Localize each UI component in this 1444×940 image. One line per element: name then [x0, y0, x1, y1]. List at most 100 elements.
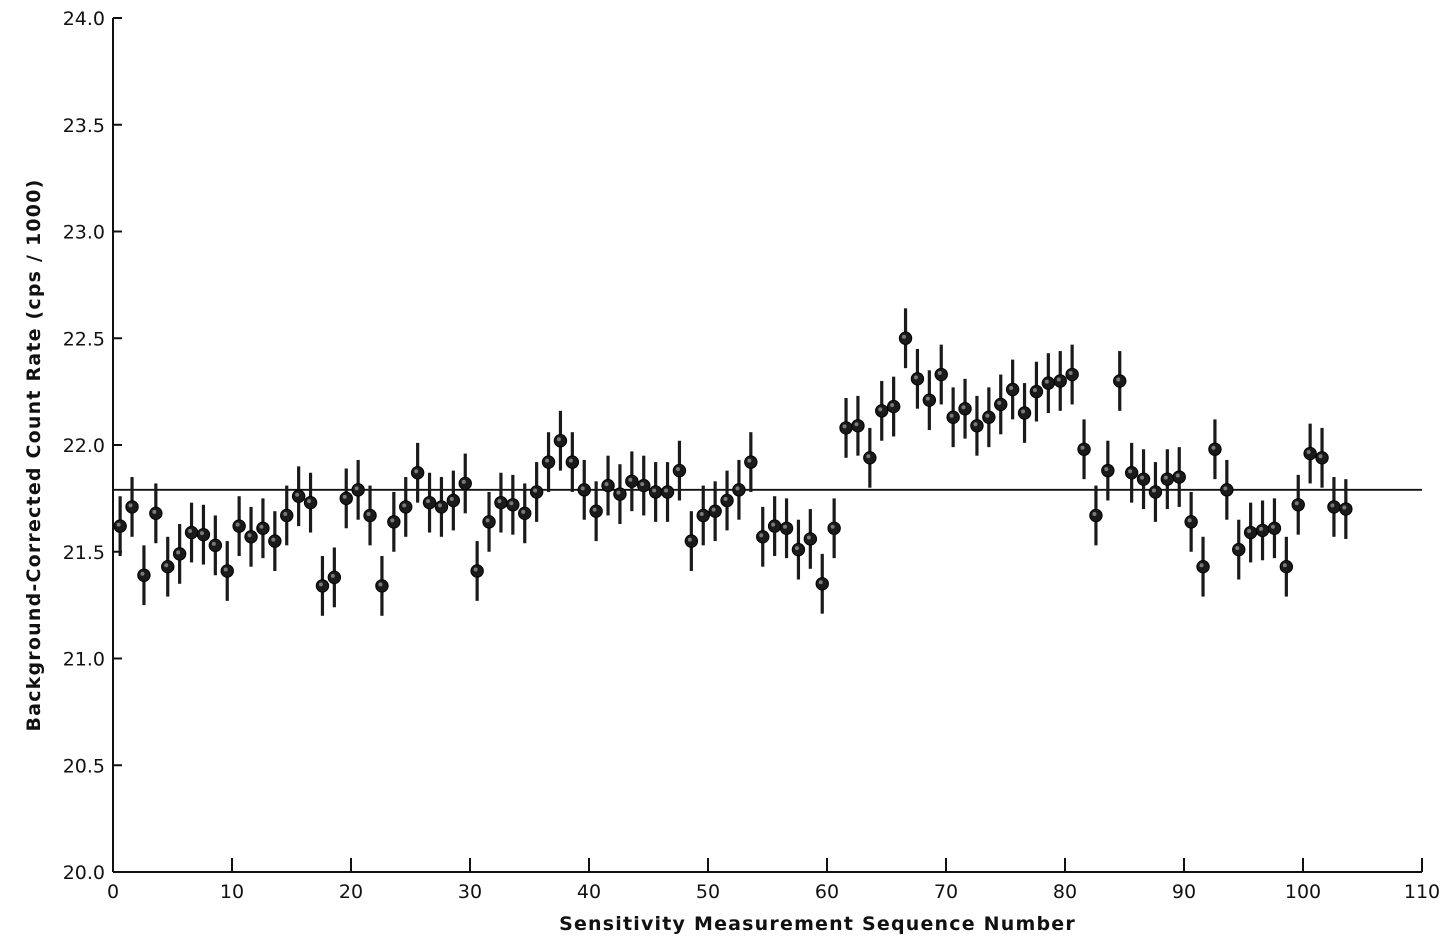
point-marker	[815, 577, 829, 591]
point-highlight	[842, 424, 847, 429]
data-point	[648, 462, 663, 522]
point-marker	[1339, 502, 1353, 516]
point-highlight	[1163, 475, 1168, 480]
point-marker	[506, 498, 520, 512]
point-marker	[196, 527, 211, 542]
data-point	[363, 485, 377, 546]
point-highlight	[616, 490, 621, 495]
point-highlight	[1342, 505, 1347, 510]
point-marker	[1315, 451, 1329, 465]
data-point	[208, 515, 223, 576]
y-ticks: 20.0 20.5 21.0 21.5 22.0 22.5 23.0 23.5 24.0	[63, 8, 122, 884]
data-point	[1279, 536, 1294, 597]
data-point	[196, 504, 211, 565]
point-marker	[208, 538, 223, 553]
point-highlight	[1032, 388, 1037, 393]
data-point	[767, 496, 782, 557]
point-marker	[1243, 525, 1258, 540]
point-highlight	[521, 509, 526, 514]
point-marker	[696, 508, 710, 523]
data-point	[327, 547, 342, 608]
point-marker	[660, 485, 675, 499]
point-marker	[375, 579, 389, 593]
point-highlight	[711, 507, 716, 512]
point-highlight	[545, 458, 550, 463]
point-highlight	[866, 454, 871, 459]
point-marker	[1124, 466, 1139, 480]
point-highlight	[378, 582, 383, 587]
y-tick-label: 21.0	[63, 649, 105, 671]
data-point	[339, 468, 353, 529]
data-point	[863, 427, 877, 488]
point-marker	[601, 478, 615, 493]
point-marker	[720, 493, 734, 508]
point-highlight	[925, 396, 930, 401]
point-highlight	[1128, 469, 1133, 474]
data-point	[280, 485, 294, 546]
point-marker	[1136, 472, 1151, 486]
point-marker	[958, 402, 972, 416]
x-tick-label: 110	[1404, 881, 1440, 903]
point-marker	[161, 559, 175, 574]
data-point	[589, 481, 603, 542]
point-marker	[482, 515, 496, 529]
point-highlight	[913, 375, 918, 380]
point-marker	[1184, 515, 1198, 529]
point-highlight	[116, 522, 121, 527]
data-point	[875, 380, 889, 441]
point-marker	[756, 530, 770, 544]
point-highlight	[307, 499, 312, 504]
data-point	[613, 464, 627, 524]
point-marker	[1327, 500, 1341, 514]
point-marker	[1208, 442, 1222, 456]
point-marker	[1303, 446, 1317, 461]
point-marker	[851, 419, 865, 433]
point-highlight	[1259, 526, 1264, 531]
point-highlight	[235, 522, 240, 527]
point-marker	[232, 519, 246, 533]
point-highlight	[1151, 488, 1156, 493]
x-tick-label: 50	[696, 881, 720, 903]
x-tick-label: 40	[577, 881, 601, 903]
point-marker	[767, 519, 782, 533]
point-highlight	[759, 533, 764, 538]
point-marker	[886, 399, 901, 414]
data-point	[434, 477, 449, 537]
data-point	[1136, 449, 1151, 510]
point-highlight	[890, 403, 895, 408]
data-point	[1315, 427, 1329, 488]
data-point	[637, 455, 651, 516]
data-point	[161, 536, 175, 597]
data-point	[291, 466, 306, 527]
data-point	[1160, 449, 1175, 510]
point-marker	[327, 570, 342, 585]
data-point	[898, 308, 913, 369]
point-marker	[791, 542, 806, 557]
y-tick-label: 24.0	[63, 8, 105, 30]
data-point	[625, 451, 639, 512]
point-highlight	[806, 535, 811, 540]
point-marker	[149, 506, 163, 521]
point-highlight	[354, 486, 359, 491]
point-marker	[422, 495, 437, 510]
point-marker	[1065, 367, 1079, 382]
data-point	[1303, 423, 1317, 484]
point-marker	[399, 500, 413, 514]
data-point	[672, 440, 687, 501]
data-point	[1339, 479, 1353, 539]
data-point	[1172, 447, 1186, 507]
point-marker	[458, 476, 472, 491]
point-highlight	[556, 437, 561, 442]
point-highlight	[735, 486, 740, 491]
data-point	[399, 477, 413, 537]
point-highlight	[1009, 385, 1014, 390]
point-highlight	[176, 550, 181, 555]
y-tick-label: 20.0	[63, 862, 105, 884]
point-marker	[494, 495, 508, 510]
data-point	[720, 470, 734, 531]
data-point	[541, 432, 556, 492]
point-marker	[315, 579, 330, 593]
data-point	[149, 483, 163, 544]
point-marker	[910, 372, 925, 386]
point-marker	[1077, 442, 1091, 456]
